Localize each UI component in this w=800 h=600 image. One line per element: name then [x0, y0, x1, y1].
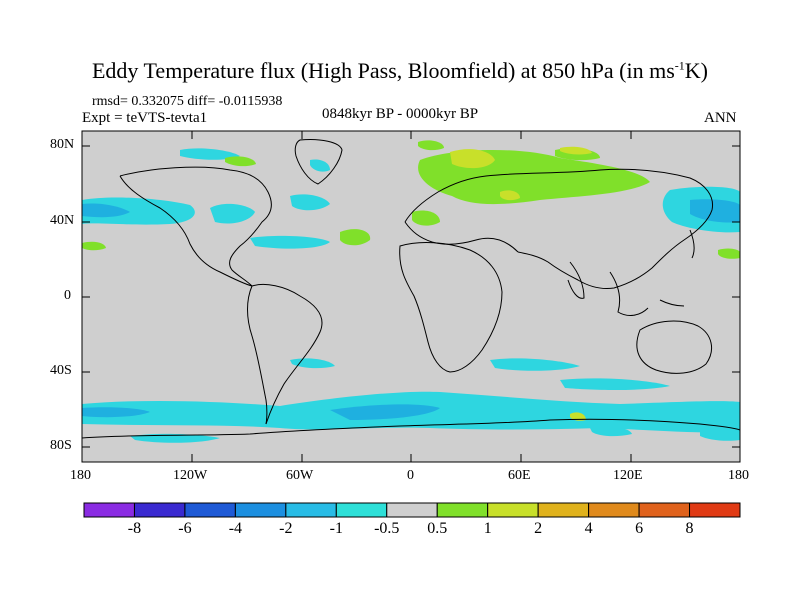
- colorbar-swatch: [184, 502, 236, 518]
- colorbar-label: 4: [584, 520, 593, 537]
- lon-label-120e: 120E: [613, 468, 643, 483]
- colorbar-swatch: [234, 502, 287, 518]
- colorbar-swatch: [335, 502, 388, 518]
- lat-label-80n: 80N: [50, 137, 75, 152]
- colorbar-swatch: [386, 502, 438, 518]
- lon-label-0: 0: [407, 468, 414, 483]
- colorbar-swatch: [133, 502, 186, 518]
- chart-title: Eddy Temperature flux (High Pass, Bloomf…: [0, 58, 800, 84]
- colorbar-swatch: [588, 502, 640, 518]
- colorbar-label: 0.5: [427, 520, 448, 537]
- lon-label-60w: 60W: [286, 468, 314, 483]
- axis-ticks: [81, 131, 741, 462]
- period-label: 0848kyr BP - 0000kyr BP: [322, 106, 479, 122]
- colorbar-swatch: [285, 502, 337, 518]
- title-tail: K): [684, 58, 708, 83]
- lon-label-60e: 60E: [508, 468, 531, 483]
- colorbar-swatch: [436, 502, 489, 518]
- colorbar-label: -0.5: [374, 520, 400, 537]
- colorbar-label: -6: [178, 520, 192, 537]
- season-label: ANN: [704, 110, 737, 126]
- colorbar-label: 8: [685, 520, 694, 537]
- lat-label-40n: 40N: [50, 213, 75, 228]
- colorbar-swatch: [537, 502, 590, 518]
- colorbar-swatch: [638, 502, 691, 518]
- title-superscript: -1: [674, 58, 685, 73]
- colorbar: [83, 502, 741, 518]
- lat-label-eq: 0: [64, 288, 71, 303]
- lon-label-180w: 180: [70, 468, 91, 483]
- colorbar-swatch: [487, 502, 539, 518]
- title-main: Eddy Temperature flux (High Pass, Bloomf…: [91, 58, 675, 83]
- experiment-label: Expt = teVTS-tevta1: [82, 110, 208, 126]
- colorbar-swatch: [689, 502, 741, 518]
- colorbar-label: -2: [279, 520, 293, 537]
- lat-label-40s: 40S: [50, 363, 72, 378]
- colorbar-label: -4: [228, 520, 243, 537]
- lat-label-80s: 80S: [50, 438, 72, 453]
- anomaly-field: [82, 140, 740, 443]
- colorbar-label: 6: [635, 520, 644, 537]
- coastlines: [82, 139, 740, 439]
- colorbar-swatch: [83, 502, 135, 518]
- colorbar-label: 2: [534, 520, 543, 537]
- lon-label-120w: 120W: [173, 468, 208, 483]
- colorbar-label: -8: [127, 520, 142, 537]
- colorbar-label: 1: [483, 520, 492, 537]
- colorbar-label: -1: [329, 520, 343, 537]
- rmsd-stats: rmsd= 0.332075 diff= -0.0115938: [92, 94, 283, 109]
- lon-label-180e: 180: [728, 468, 749, 483]
